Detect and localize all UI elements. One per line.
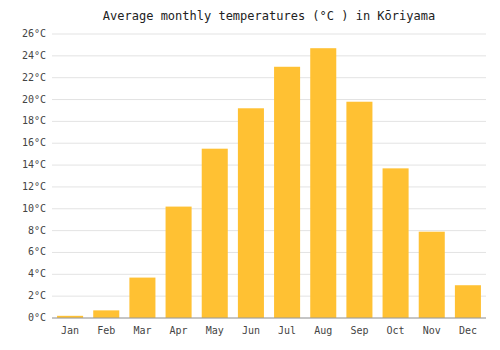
y-tick-label: 22°C (22, 72, 46, 83)
y-tick-label: 26°C (22, 28, 46, 39)
x-tick-label: Jun (242, 325, 260, 336)
x-axis-line (52, 318, 486, 319)
y-tick-label: 0°C (28, 312, 46, 323)
x-tick-label: Aug (314, 325, 332, 336)
y-tick-label: 6°C (28, 246, 46, 257)
grid-line (52, 165, 486, 166)
grid-line (52, 318, 486, 319)
bar (129, 278, 155, 318)
y-tick-label: 18°C (22, 115, 46, 126)
bar (93, 310, 119, 318)
x-tick-label: Mar (133, 325, 151, 336)
y-tick-label: 8°C (28, 225, 46, 236)
x-tick-label: Nov (423, 325, 441, 336)
y-tick-label: 2°C (28, 290, 46, 301)
x-tick-label: May (206, 325, 224, 336)
bar (455, 285, 481, 318)
grid-line (52, 208, 486, 209)
bar (166, 207, 192, 318)
x-tick-label: Apr (170, 325, 188, 336)
x-tick-label: Jan (61, 325, 79, 336)
bar (346, 102, 372, 318)
y-tick-label: 20°C (22, 94, 46, 105)
grid (52, 34, 486, 318)
y-tick-label: 16°C (22, 137, 46, 148)
x-axis: Jan Feb Mar Apr May Jun Jul Aug Sep Oct Nov Dec (61, 325, 477, 336)
x-tick-label: Sep (350, 325, 368, 336)
x-tick-label: Jul (278, 325, 296, 336)
grid-line (52, 186, 486, 187)
title: Average monthly temperatures (°C ) in Kō… (103, 9, 435, 23)
y-tick-label: 24°C (22, 50, 46, 61)
y-tick-label: 12°C (22, 181, 46, 192)
grid-line (52, 34, 486, 35)
x-tick-label: Oct (387, 325, 405, 336)
bar (238, 108, 264, 318)
bar (383, 168, 409, 318)
y-tick-label: 10°C (22, 203, 46, 214)
y-tick-label: 14°C (22, 159, 46, 170)
bar (419, 232, 445, 318)
chart-container: 0°C 2°C 4°C 6°C 8°C 10°C 12°C 14°C 16°C 18°C 20°C 2… (0, 0, 500, 350)
x-tick-label: Feb (97, 325, 115, 336)
grid-line (52, 99, 486, 100)
bar (202, 149, 228, 318)
bar (310, 48, 336, 318)
grid-line (52, 55, 486, 56)
y-tick-label: 4°C (28, 268, 46, 279)
x-tick-label: Dec (459, 325, 477, 336)
bar (274, 67, 300, 318)
y-axis: 0°C 2°C 4°C 6°C 8°C 10°C 12°C 14°C 16°C 18°C 20°C 2… (22, 28, 46, 323)
bars (57, 48, 481, 318)
grid-line (52, 121, 486, 122)
chart: 0°C 2°C 4°C 6°C 8°C 10°C 12°C 14°C 16°C 18°C 20°C 2… (0, 0, 500, 350)
grid-line (52, 230, 486, 231)
grid-line (52, 77, 486, 78)
grid-line (52, 143, 486, 144)
